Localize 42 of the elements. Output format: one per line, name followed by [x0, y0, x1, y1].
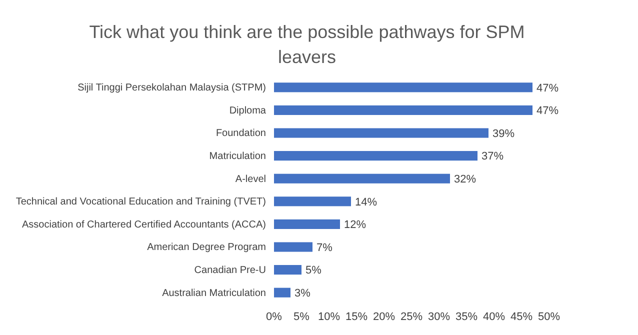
x-tick-label: 50%: [538, 310, 560, 323]
data-label: 12%: [344, 219, 366, 232]
y-tick-label: Australian Matriculation: [162, 288, 266, 299]
x-tick-label: 20%: [372, 310, 396, 323]
bar: [274, 82, 532, 92]
y-tick-label: Sijil Tinggi Persekolahan Malaysia (STPM): [78, 82, 266, 94]
x-tick-label: 45%: [510, 310, 533, 323]
data-label: 39%: [492, 128, 515, 140]
data-label: 32%: [454, 173, 476, 186]
x-tick-label: 35%: [455, 310, 478, 323]
bar: [274, 219, 340, 229]
y-tick-label: Canadian Pre-U: [194, 265, 266, 276]
bar: [274, 288, 290, 298]
y-tick-label: Association of Chartered Certified Accountants (ACCA): [22, 219, 266, 230]
data-label: 47%: [536, 105, 559, 118]
bar: [274, 128, 488, 138]
x-tick-label: 30%: [428, 310, 450, 323]
y-tick-label: American Degree Program: [147, 242, 266, 254]
x-tick-label: 10%: [318, 310, 340, 323]
x-tick-label: 40%: [482, 310, 506, 323]
bar: [274, 242, 312, 252]
data-label: 47%: [536, 82, 559, 94]
y-tick-label: Technical and Vocational Education and Training (TVET): [16, 196, 266, 208]
y-tick-label: Foundation: [216, 128, 266, 140]
data-label: 5%: [306, 264, 322, 277]
bar: [274, 196, 351, 206]
bar: [274, 174, 450, 184]
data-label: 14%: [355, 196, 378, 208]
data-label: 3%: [294, 287, 311, 300]
x-tick-label: 0%: [266, 310, 282, 323]
x-tick-label: 5%: [294, 310, 310, 323]
x-tick-label: 15%: [345, 310, 368, 323]
data-label: 37%: [482, 150, 504, 163]
y-tick-label: A-level: [235, 174, 266, 185]
chart-title: Tick what you think are the possible pathways for SPM leavers: [89, 22, 525, 67]
bar: [274, 105, 532, 115]
bar: [274, 265, 302, 275]
bar: [274, 151, 478, 161]
data-label: 7%: [316, 242, 333, 254]
x-tick-label: 25%: [400, 310, 423, 323]
y-tick-label: Matriculation: [209, 151, 266, 162]
y-tick-label: Diploma: [229, 105, 266, 116]
